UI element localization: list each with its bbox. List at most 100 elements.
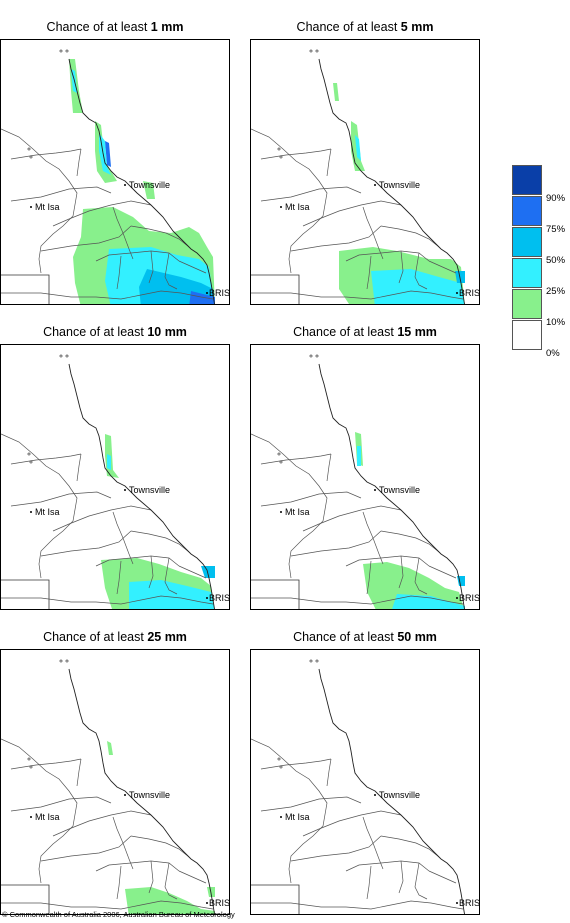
island-marker [59, 354, 63, 358]
island-marker [309, 49, 313, 53]
region-border [76, 148, 82, 177]
region-border [260, 491, 362, 507]
probability-area-25-50 [392, 594, 465, 609]
region-border [130, 835, 190, 858]
place-label-mt_isa: Mt Isa [285, 507, 310, 517]
region-border [362, 816, 384, 870]
region-border [112, 816, 134, 870]
place-label-townsville: Townsville [379, 485, 420, 495]
place-dot [280, 511, 282, 513]
probability-map-5mm: Townsville Mt Isa BRIS [250, 39, 480, 305]
place-label-brisbane: BRIS [209, 593, 229, 603]
region-border [1, 900, 214, 910]
place-label-townsville: Townsville [129, 180, 170, 190]
legend-swatch-over-90 [512, 165, 542, 195]
region-border [290, 225, 382, 252]
legend-swatch-0-10 [512, 320, 542, 350]
island-marker [65, 659, 69, 663]
region-border [251, 595, 464, 605]
coastline [68, 668, 215, 914]
island-marker [27, 147, 31, 151]
region-border [345, 555, 430, 567]
region-border [251, 738, 328, 884]
legend-swatch-25-50 [512, 258, 542, 288]
place-dot [374, 794, 376, 796]
probability-area-50-75 [201, 566, 215, 578]
region-border [1, 595, 214, 605]
copyright-notice: © Commonwealth of Australia 2006, Austra… [2, 910, 235, 919]
region-border [326, 453, 332, 482]
region-border [260, 758, 332, 770]
region-border [260, 148, 332, 160]
region-border [95, 860, 180, 872]
region-border [148, 250, 154, 284]
probability-area-10-25 [125, 887, 215, 914]
probability-area-10-25 [107, 741, 113, 755]
place-label-brisbane: BRIS [459, 898, 479, 908]
panel-title: Chance of at least 5 mm [296, 20, 434, 34]
place-dot [30, 511, 32, 513]
place-label-brisbane: BRIS [209, 288, 229, 298]
region-border [164, 252, 178, 290]
place-dot [280, 206, 282, 208]
place-label-brisbane: BRIS [459, 593, 479, 603]
place-label-mt_isa: Mt Isa [285, 812, 310, 822]
region-border [302, 200, 402, 227]
place-label-mt_isa: Mt Isa [285, 202, 310, 212]
region-border [366, 255, 372, 290]
place-label-brisbane: BRIS [459, 288, 479, 298]
place-dot [456, 597, 458, 599]
region-border [164, 557, 178, 595]
island-marker [29, 765, 33, 769]
coastline [68, 58, 215, 304]
region-border [1, 128, 78, 274]
panel-title: Chance of at least 10 mm [43, 325, 187, 339]
region-border [10, 453, 82, 465]
place-dot [124, 489, 126, 491]
place-dot [206, 902, 208, 904]
place-dot [374, 184, 376, 186]
region-border [10, 758, 82, 770]
coastline [68, 363, 215, 609]
island-marker [277, 757, 281, 761]
region-border [380, 530, 440, 553]
region-border [112, 206, 134, 260]
place-dot [456, 292, 458, 294]
region-border [290, 530, 382, 557]
panel-title: Chance of at least 15 mm [293, 325, 437, 339]
region-border [76, 453, 82, 482]
place-label-brisbane: BRIS [209, 898, 229, 908]
place-dot [30, 816, 32, 818]
legend-swatch-50-75 [512, 227, 542, 257]
panel-title: Chance of at least 1 mm [46, 20, 184, 34]
region-border [52, 810, 152, 837]
place-label-townsville: Townsville [379, 180, 420, 190]
region-border [428, 260, 457, 274]
region-border [52, 505, 152, 532]
place-dot [206, 597, 208, 599]
region-border [345, 250, 430, 262]
place-dot [30, 206, 32, 208]
probability-area-10-25 [363, 562, 465, 609]
map-svg: Townsville Mt Isa BRIS [251, 49, 479, 304]
place-label-townsville: Townsville [129, 790, 170, 800]
island-marker [29, 460, 33, 464]
inset-frame [251, 884, 300, 914]
legend-label: 50% [546, 255, 566, 266]
region-border [428, 565, 457, 579]
region-border [414, 557, 428, 595]
place-label-mt_isa: Mt Isa [35, 202, 60, 212]
place-dot [456, 902, 458, 904]
region-border [362, 206, 384, 260]
legend-label: 25% [546, 286, 566, 297]
legend-swatch-10-25 [512, 289, 542, 319]
region-border [251, 128, 328, 274]
region-border [251, 900, 464, 910]
island-marker [279, 460, 283, 464]
legend-label: 10% [546, 317, 566, 328]
region-border [251, 433, 328, 579]
region-border [260, 453, 332, 465]
region-border [148, 555, 154, 589]
region-border [10, 491, 112, 507]
region-border [1, 738, 78, 884]
